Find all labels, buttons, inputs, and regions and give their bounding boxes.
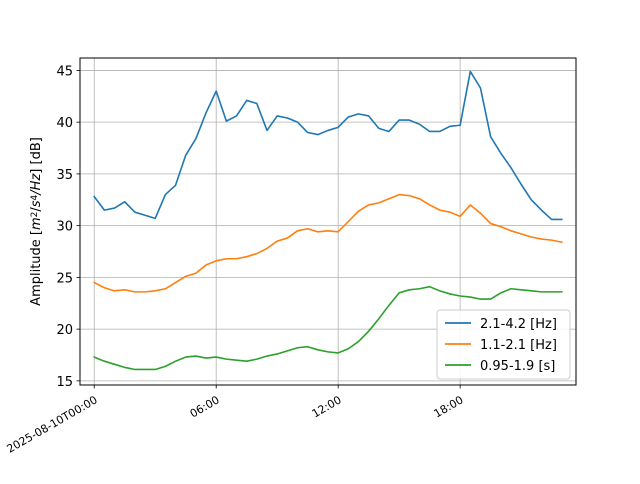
y-label-part: Hz (29, 173, 44, 191)
series-lines (93, 70, 563, 371)
y-label-part: ] [dB] (29, 137, 44, 174)
y-label-part: 4 (30, 194, 40, 200)
y-label-part: 2 (30, 212, 40, 218)
series-line-1 (93, 70, 563, 221)
y-tick-label: 40 (56, 116, 73, 131)
y-tick-label: 15 (56, 375, 73, 390)
y-tick-label: 45 (56, 64, 73, 79)
y-tick-label: 35 (56, 168, 73, 183)
y-label-part: Amplitude [ (29, 230, 44, 306)
y-tick-label: 20 (56, 323, 73, 338)
y-tick-label: 25 (56, 271, 73, 286)
y-axis-label: Amplitude [m2/s4/Hz] [dB] (29, 137, 44, 306)
legend: 2.1-4.2 [Hz] 1.1-2.1 [Hz] 0.95-1.9 [s] (436, 309, 571, 380)
series-line-2 (93, 193, 563, 293)
y-label-part: s (29, 200, 44, 207)
y-label-part: / (29, 189, 44, 196)
legend-box (436, 309, 571, 380)
y-label-part: / (29, 207, 44, 212)
legend-label-1: 2.1-4.2 [Hz] (480, 317, 557, 332)
y-label-part: m (29, 217, 44, 230)
y-tick-label: 30 (56, 220, 73, 235)
legend-label-3: 0.95-1.9 [s] (480, 359, 555, 374)
legend-label-2: 1.1-2.1 [Hz] (480, 338, 557, 353)
series-line-3 (93, 285, 563, 371)
axes-frame (79, 57, 577, 386)
